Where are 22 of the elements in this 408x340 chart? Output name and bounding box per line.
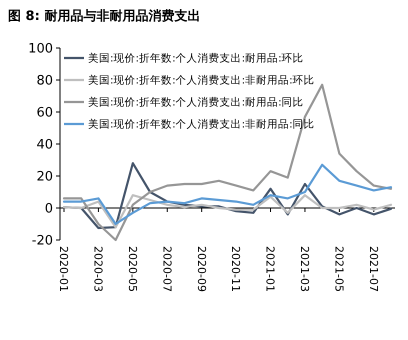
y-tick-label: -20 <box>32 234 53 249</box>
y-tick-label: 40 <box>36 138 53 153</box>
y-tick-label: 100 <box>28 42 53 57</box>
x-tick-label: 2021-05 <box>332 246 346 292</box>
y-tick-label: 20 <box>36 170 53 185</box>
x-tick-label: 2020-11 <box>229 246 242 292</box>
x-tick-label: 2020-09 <box>194 246 208 292</box>
x-tick-label: 2021-01 <box>264 246 277 292</box>
legend-label: 美国:现价:折年数:个人消费支出:耐用品:环比 <box>88 52 304 65</box>
x-tick-label: 2021-03 <box>298 246 312 292</box>
x-tick-label: 2020-05 <box>126 246 139 292</box>
x-tick-label: 2021-07 <box>366 246 380 292</box>
y-tick-label: 0 <box>44 202 53 217</box>
y-tick-label: 60 <box>36 106 53 121</box>
x-tick-label: 2020-03 <box>92 246 105 292</box>
legend-label: 美国:现价:折年数:个人消费支出:非耐用品:环比 <box>88 74 315 87</box>
legend-label: 美国:现价:折年数:个人消费支出:耐用品:同比 <box>88 96 304 109</box>
x-tick-label: 2020-07 <box>160 246 174 292</box>
chart-title: 图 8: 耐用品与非耐用品消费支出 <box>8 9 200 24</box>
y-tick-label: 80 <box>36 74 53 89</box>
x-tick-label: 2020-01 <box>57 246 70 292</box>
legend-label: 美国:现价:折年数:个人消费支出:非耐用品:同比 <box>88 118 315 131</box>
